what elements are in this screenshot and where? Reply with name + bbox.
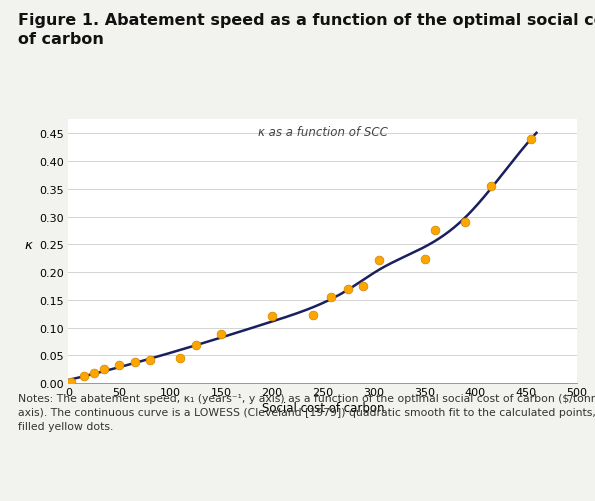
Point	[267, 312, 277, 320]
Point	[176, 354, 185, 362]
Y-axis label: κ: κ	[24, 239, 32, 252]
Point	[343, 285, 353, 293]
Point	[130, 358, 139, 366]
Point	[89, 369, 99, 377]
Point	[374, 257, 384, 265]
Text: Notes: The abatement speed, κ₁ (years⁻¹, y axis) as a function of the optimal so: Notes: The abatement speed, κ₁ (years⁻¹,…	[18, 393, 595, 431]
Text: Figure 1. Abatement speed as a function of the optimal social cost
of carbon: Figure 1. Abatement speed as a function …	[18, 13, 595, 47]
Point	[486, 183, 496, 191]
Point	[191, 342, 201, 350]
Text: κ as a function of SCC: κ as a function of SCC	[258, 125, 388, 138]
Point	[326, 294, 336, 302]
Point	[308, 312, 317, 320]
Point	[359, 283, 368, 291]
Point	[67, 378, 76, 386]
X-axis label: Social cost of carbon: Social cost of carbon	[262, 402, 384, 414]
Point	[461, 218, 470, 226]
Point	[527, 136, 536, 144]
Point	[145, 356, 155, 364]
Point	[217, 331, 226, 339]
Point	[114, 361, 124, 369]
Point	[99, 365, 109, 373]
Point	[430, 227, 440, 235]
Point	[420, 255, 430, 263]
Point	[79, 372, 89, 380]
